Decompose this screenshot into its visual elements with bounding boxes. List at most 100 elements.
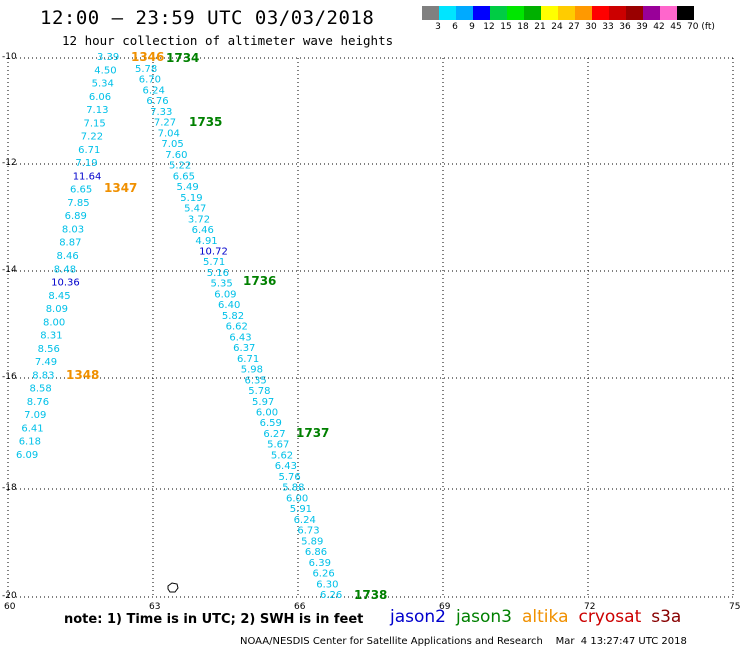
wave-height-value: 7.85 xyxy=(67,198,89,209)
wave-height-value: 10.36 xyxy=(51,278,80,289)
wave-height-value: 5.22 xyxy=(169,161,191,172)
color-swatch xyxy=(592,6,609,20)
wave-height-value: 4.50 xyxy=(94,65,116,76)
time-label: 1346 xyxy=(131,50,164,64)
wave-height-value: 6.59 xyxy=(260,418,282,429)
wave-height-value: 6.43 xyxy=(229,332,251,343)
island-outline xyxy=(167,582,179,593)
wave-height-value: 6.00 xyxy=(256,408,278,419)
wave-height-value: 6.35 xyxy=(244,375,266,386)
wave-height-value: 6.76 xyxy=(146,96,168,107)
wave-height-value: 6.62 xyxy=(226,322,248,333)
wave-height-value: 6.30 xyxy=(316,579,338,590)
color-swatch xyxy=(507,6,524,20)
wave-height-value: 5.34 xyxy=(92,79,114,90)
wave-height-value: 5.78 xyxy=(248,386,270,397)
wave-height-value: 6.73 xyxy=(297,526,319,537)
wave-height-value: 6.26 xyxy=(312,569,334,580)
wave-height-value: 6.18 xyxy=(19,437,41,448)
wave-height-value: 7.49 xyxy=(35,357,57,368)
wave-height-value: 7.15 xyxy=(84,118,106,129)
wave-height-value: 6.86 xyxy=(305,547,327,558)
wave-height-value: 5.97 xyxy=(252,397,274,408)
wave-height-value: 5.89 xyxy=(301,536,323,547)
color-swatch xyxy=(575,6,592,20)
wave-height-value: 8.76 xyxy=(27,397,49,408)
wave-height-value: 5.91 xyxy=(290,504,312,515)
lon-label: 66 xyxy=(294,602,306,612)
wave-height-value: 11.64 xyxy=(73,171,102,182)
color-scale-label: 3 xyxy=(435,22,441,32)
wave-height-value: 5.47 xyxy=(184,204,206,215)
wave-height-value: 6.24 xyxy=(143,85,165,96)
wave-height-value: 7.09 xyxy=(24,410,46,421)
wave-height-value: 6.09 xyxy=(214,289,236,300)
wave-height-value: 6.43 xyxy=(275,461,297,472)
wave-height-value: 6.71 xyxy=(237,354,259,365)
wave-height-value: 5.67 xyxy=(267,440,289,451)
wave-height-value: 6.65 xyxy=(173,171,195,182)
time-label: 1734 xyxy=(166,51,199,65)
time-label: 1735 xyxy=(189,115,222,129)
color-scale-label: 12 xyxy=(483,22,495,32)
lat-label: -12 xyxy=(2,158,17,168)
color-scale-label: 42 xyxy=(653,22,665,32)
wave-height-value: 8.03 xyxy=(62,224,84,235)
satellite-legend-entry: jason2 xyxy=(390,607,446,627)
wave-height-value: 5.16 xyxy=(207,268,229,279)
wave-height-value: 7.19 xyxy=(75,158,97,169)
color-swatch xyxy=(660,6,677,20)
color-scale-label: 45 xyxy=(670,22,682,32)
color-swatch xyxy=(609,6,626,20)
color-scale-label: 24 xyxy=(551,22,563,32)
lat-label: -18 xyxy=(2,483,17,493)
lon-label: 75 xyxy=(729,602,740,612)
wave-height-value: 8.09 xyxy=(46,304,68,315)
wave-height-value: 7.04 xyxy=(158,128,180,139)
wave-height-value: 8.58 xyxy=(30,384,52,395)
color-swatch xyxy=(439,6,456,20)
wave-height-value: 6.26 xyxy=(320,590,342,601)
wave-height-value: 6.06 xyxy=(89,92,111,103)
lat-label: -16 xyxy=(2,372,17,382)
color-scale-label: 33 xyxy=(602,22,614,32)
wave-height-value: 8.31 xyxy=(40,331,62,342)
satellite-legend: jason2 jason3 altika cryosat s3a xyxy=(390,607,691,627)
time-label: 1347 xyxy=(104,181,137,195)
color-swatch xyxy=(422,6,439,20)
wave-height-value: 6.37 xyxy=(233,343,255,354)
wave-height-value: 5.62 xyxy=(271,450,293,461)
wave-height-value: 8.00 xyxy=(43,317,65,328)
wave-height-value: 5.78 xyxy=(135,64,157,75)
color-scale-label: 39 xyxy=(636,22,648,32)
page-subtitle: 12 hour collection of altimeter wave hei… xyxy=(62,33,394,48)
wave-height-value: 6.09 xyxy=(16,450,38,461)
color-scale-label: 18 xyxy=(517,22,529,32)
wave-height-value: 7.33 xyxy=(150,107,172,118)
satellite-legend-entry: s3a xyxy=(651,607,682,627)
lon-label: 60 xyxy=(4,602,16,612)
color-swatch xyxy=(626,6,643,20)
time-label: 1737 xyxy=(296,426,329,440)
color-scale-label: 21 xyxy=(534,22,546,32)
color-swatch xyxy=(541,6,558,20)
color-scale-label: 70 (ft) xyxy=(687,22,715,32)
wave-height-value: 6.40 xyxy=(218,300,240,311)
wave-height-value: 8.87 xyxy=(59,238,81,249)
color-scale-label: 6 xyxy=(452,22,458,32)
altimeter-tracks: 3.39 4.50 5.34 6.06 7.13 7.15 7.22 6.71 7.19 11.6… xyxy=(16,50,387,602)
color-scale xyxy=(422,6,694,20)
lon-label: 63 xyxy=(149,602,161,612)
wave-height-value: 3.72 xyxy=(188,214,210,225)
wave-height-value: 8.83 xyxy=(32,370,54,381)
color-swatch xyxy=(677,6,694,20)
lon-label: 72 xyxy=(584,602,596,612)
satellite-legend-entry: jason3 xyxy=(456,607,512,627)
wave-height-value: 8.48 xyxy=(54,264,76,275)
wave-height-value: 5.35 xyxy=(211,279,233,290)
wave-height-value: 3.39 xyxy=(97,52,119,63)
lat-label: -10 xyxy=(2,52,17,62)
color-scale-label: 36 xyxy=(619,22,631,32)
wave-height-value: 6.00 xyxy=(286,493,308,504)
island-shape xyxy=(167,582,179,593)
